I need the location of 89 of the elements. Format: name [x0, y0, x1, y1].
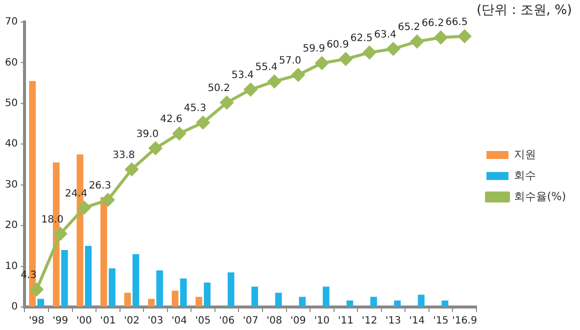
point [220, 96, 234, 110]
bar [156, 270, 163, 306]
data-label: 33.8 [112, 150, 135, 161]
point [339, 52, 352, 66]
bar [172, 290, 178, 306]
x-tick-label: '14 [409, 316, 425, 327]
data-label: 63.4 [374, 29, 396, 40]
x-tick-label: '16.9 [452, 316, 478, 327]
data-label: 60.9 [326, 40, 349, 51]
bar [148, 298, 155, 306]
text: (단위 : 조원, %) [476, 2, 572, 18]
data-label: 55.4 [255, 62, 278, 74]
point [54, 227, 67, 240]
point [434, 30, 448, 44]
point [78, 201, 91, 214]
x-tick-label: '00 [76, 316, 92, 327]
x-tick-label: '07 [242, 316, 258, 327]
x-tick-label: '12 [362, 316, 378, 327]
point [148, 142, 162, 155]
bar [275, 292, 282, 306]
x-tick-label: '03 [148, 316, 164, 327]
point [172, 127, 186, 140]
point [315, 56, 328, 70]
bar [100, 197, 108, 306]
bar [108, 268, 116, 306]
point [244, 83, 258, 96]
x-tick-label: '99 [52, 316, 68, 327]
x-tick-label: '04 [172, 316, 188, 327]
point [196, 116, 210, 130]
bar [37, 298, 44, 306]
y-tick-label: 20 [4, 220, 18, 232]
x-tick-label: '01 [100, 316, 116, 327]
x-tick-label: '06 [219, 316, 235, 327]
bar [442, 300, 448, 306]
x-tick-label: '13 [386, 316, 401, 327]
y-tick-label: 60 [4, 57, 18, 68]
data-label: 39.0 [136, 128, 159, 140]
legend-label: 회수율(%) [514, 190, 566, 203]
y-tick-label: 30 [4, 179, 18, 190]
bar [370, 296, 377, 306]
bar [204, 282, 211, 306]
point [292, 68, 305, 82]
x-tick-label: '08 [266, 316, 282, 327]
data-label: 42.6 [160, 114, 182, 126]
bar [322, 286, 330, 306]
x-tick-label: '02 [124, 316, 140, 327]
legend-label: 회수 [514, 168, 536, 182]
bar [228, 272, 234, 306]
y-tick-label: 0 [11, 302, 18, 313]
legend-label: 지원 [514, 148, 536, 161]
data-label: 65.2 [398, 22, 420, 34]
data-label: 50.2 [208, 83, 230, 94]
bar [84, 246, 92, 306]
y-tick-label: 50 [4, 98, 18, 110]
data-label: 59.9 [302, 44, 326, 55]
point [268, 74, 281, 88]
point [386, 42, 400, 56]
bar [124, 292, 131, 306]
point [362, 46, 376, 60]
point [101, 193, 114, 206]
data-label: 53.4 [231, 70, 254, 82]
bar [180, 278, 187, 306]
x-tick-label: '05 [195, 316, 211, 327]
bar [132, 254, 140, 306]
bar [251, 286, 258, 306]
data-label: 66.2 [422, 18, 444, 30]
bar [394, 300, 401, 306]
point [125, 162, 138, 176]
bar [418, 294, 425, 306]
x-tick-label: '11 [338, 316, 354, 327]
x-tick-label: '09 [290, 316, 306, 327]
y-tick-label: 70 [4, 16, 18, 28]
x-tick-label: '10 [314, 316, 330, 327]
bar [346, 300, 354, 306]
x-tick-label: '98 [28, 316, 44, 327]
data-label: 26.3 [88, 180, 112, 192]
data-label: 57.0 [279, 56, 302, 67]
bar [61, 250, 68, 306]
bar [298, 296, 306, 306]
x-tick-label: '15 [433, 316, 449, 327]
bar [196, 296, 202, 306]
y-tick-label: 40 [4, 138, 18, 150]
data-label: 66.5 [445, 16, 468, 28]
y-tick-label: 10 [4, 260, 18, 272]
point [30, 282, 44, 296]
point [410, 35, 424, 48]
data-label: 45.3 [184, 103, 206, 114]
data-label: 62.5 [350, 33, 373, 44]
point [458, 30, 472, 43]
